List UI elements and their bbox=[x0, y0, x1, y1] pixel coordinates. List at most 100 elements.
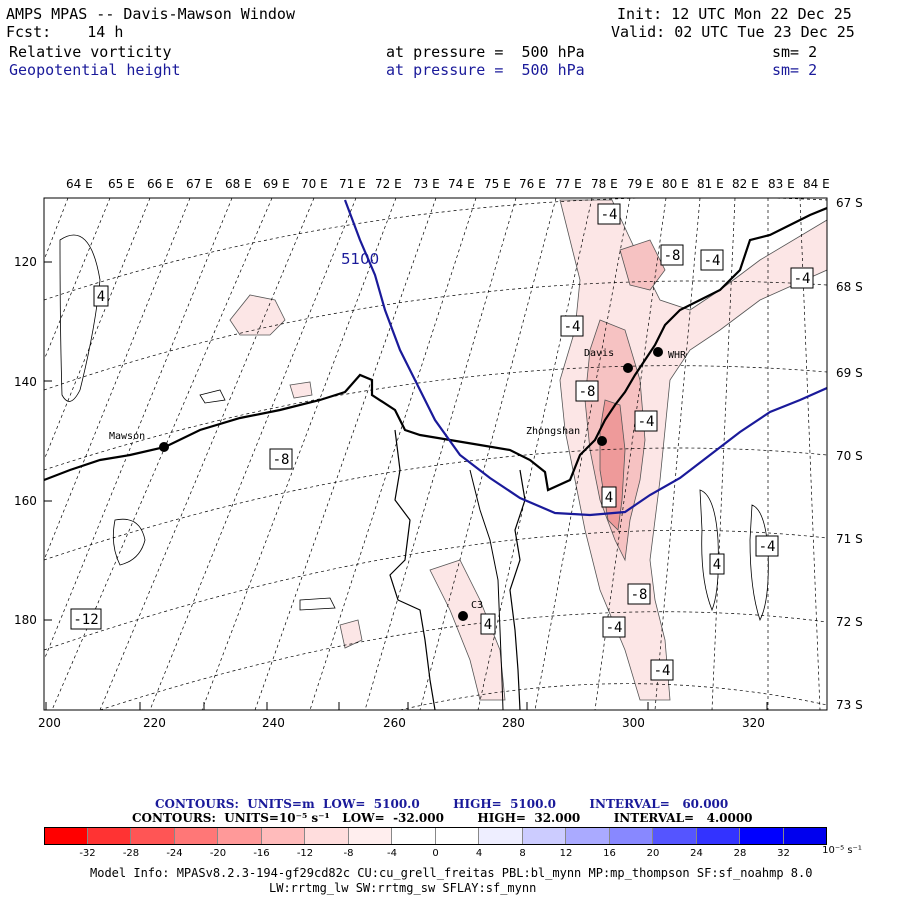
vorticity-label: -4 bbox=[601, 207, 618, 223]
vorticity-label-box bbox=[700, 249, 724, 271]
lon-label: 71 E bbox=[339, 177, 366, 191]
vorticity-label-box bbox=[650, 659, 674, 681]
lat-label: 68 S bbox=[836, 280, 863, 294]
x-grid-label: 320 bbox=[742, 716, 765, 730]
vorticity-label-box bbox=[597, 203, 621, 225]
lon-label: 69 E bbox=[263, 177, 290, 191]
field2-name: Geopotential height bbox=[9, 61, 181, 79]
vorticity-contour-info: CONTOURS: UNITS=10⁻⁵ s⁻¹ LOW= -32.000 HI… bbox=[132, 811, 753, 825]
field1-smoothing: sm= 2 bbox=[772, 43, 818, 61]
colorbar-label: 0 bbox=[432, 848, 439, 859]
lon-label: 73 E bbox=[413, 177, 440, 191]
lat-label: 71 S bbox=[836, 532, 863, 546]
lon-label: 75 E bbox=[484, 177, 511, 191]
lon-label: 74 E bbox=[448, 177, 475, 191]
colorbar-label: -12 bbox=[296, 848, 314, 859]
vorticity-label-box bbox=[602, 616, 626, 638]
station-dot bbox=[597, 436, 607, 446]
station-dot bbox=[458, 611, 468, 621]
colorbar-unit: 10⁻⁵ s⁻¹ bbox=[822, 845, 862, 856]
lon-label: 80 E bbox=[662, 177, 689, 191]
forecast-hour: Fcst: 14 h bbox=[6, 23, 124, 41]
vorticity-label-box bbox=[269, 448, 293, 470]
vorticity-label: 4 bbox=[484, 617, 492, 633]
vorticity-label-box bbox=[93, 285, 109, 307]
map-frame bbox=[43, 197, 828, 711]
lon-label: 68 E bbox=[225, 177, 252, 191]
station-label: C3 bbox=[471, 600, 483, 611]
y-grid-label: 180 bbox=[14, 613, 37, 627]
colorbar-label: -32 bbox=[79, 848, 96, 859]
lon-label: 77 E bbox=[555, 177, 582, 191]
vorticity-label: -4 bbox=[564, 319, 581, 335]
colorbar-cell bbox=[653, 827, 697, 845]
colorbar-cell bbox=[261, 827, 305, 845]
vorticity-label-box bbox=[627, 583, 651, 605]
vorticity-label-box bbox=[480, 613, 496, 635]
lon-label: 78 E bbox=[591, 177, 618, 191]
field1-name: Relative vorticity bbox=[9, 43, 172, 61]
lat-label: 73 S bbox=[836, 698, 863, 712]
station-dot bbox=[159, 442, 169, 452]
lat-label: 67 S bbox=[836, 196, 863, 210]
colorbar-cell bbox=[218, 827, 262, 845]
colorbar-label: 28 bbox=[733, 848, 747, 859]
coastline bbox=[44, 206, 827, 710]
vorticity-label: -8 bbox=[631, 587, 648, 603]
vorticity-label: -8 bbox=[664, 248, 681, 264]
vorticity-label-box bbox=[634, 410, 658, 432]
graticule bbox=[44, 198, 827, 710]
vorticity-label-box bbox=[660, 244, 684, 266]
vorticity-label: 4 bbox=[97, 289, 105, 305]
colorbar-label: 16 bbox=[603, 848, 616, 859]
y-grid-label: 120 bbox=[14, 255, 37, 269]
colorbar-cell bbox=[131, 827, 175, 845]
vorticity-label: -4 bbox=[606, 620, 623, 636]
vorticity-label-box bbox=[709, 553, 725, 575]
colorbar-cell bbox=[522, 827, 566, 845]
vorticity-label-box bbox=[790, 267, 814, 289]
station-dot bbox=[653, 347, 663, 357]
x-grid-label: 280 bbox=[502, 716, 525, 730]
lat-label: 69 S bbox=[836, 366, 863, 380]
colorbar-label: 12 bbox=[559, 848, 573, 859]
colorbar-cell bbox=[348, 827, 392, 845]
colorbar-label: -24 bbox=[166, 848, 183, 859]
lon-label: 66 E bbox=[147, 177, 174, 191]
colorbar-label: 4 bbox=[475, 848, 483, 859]
vorticity-label: -8 bbox=[579, 384, 596, 400]
vorticity-shading bbox=[229, 199, 827, 701]
x-grid-label: 300 bbox=[622, 716, 645, 730]
x-grid-label: 260 bbox=[383, 716, 406, 730]
vorticity-label: -4 bbox=[759, 539, 776, 555]
colorbar-cell bbox=[740, 827, 784, 845]
vorticity-label-box bbox=[70, 608, 102, 630]
lon-label: 72 E bbox=[375, 177, 402, 191]
lon-label: 79 E bbox=[627, 177, 654, 191]
lon-label: 64 E bbox=[66, 177, 93, 191]
x-grid-label: 220 bbox=[143, 716, 166, 730]
colorbar-label: 8 bbox=[519, 848, 526, 859]
station-label: Davis bbox=[584, 348, 614, 359]
y-grid-label: 140 bbox=[14, 375, 37, 389]
field2-level: at pressure = 500 hPa bbox=[386, 61, 585, 79]
colorbar-label: -28 bbox=[122, 848, 140, 859]
colorbar-label: -16 bbox=[253, 848, 270, 859]
colorbar-label: 24 bbox=[690, 848, 703, 859]
colorbar-border bbox=[44, 827, 827, 845]
colorbar-label: -8 bbox=[343, 848, 354, 859]
colorbar-label: -4 bbox=[387, 848, 397, 859]
colorbar-cell bbox=[44, 827, 88, 845]
vorticity-label: -4 bbox=[638, 414, 655, 430]
lat-label: 70 S bbox=[836, 449, 863, 463]
colorbar-cell bbox=[305, 827, 349, 845]
map-title: AMPS MPAS -- Davis-Mawson Window bbox=[6, 5, 295, 23]
vorticity-label: -12 bbox=[73, 612, 98, 628]
station-label: WHR bbox=[668, 350, 687, 361]
colorbar-label: 20 bbox=[646, 848, 660, 859]
vorticity-label-box bbox=[755, 535, 779, 557]
vorticity-label: -4 bbox=[654, 663, 671, 679]
lon-label: 70 E bbox=[301, 177, 328, 191]
vorticity-label: -8 bbox=[273, 452, 290, 468]
